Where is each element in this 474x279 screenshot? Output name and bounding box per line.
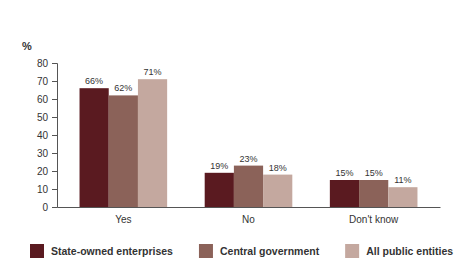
bar [359, 180, 388, 207]
bar [263, 175, 292, 207]
y-tick-mark [52, 63, 57, 64]
legend-item: Central government [199, 244, 320, 258]
legend-item: All public entities [345, 244, 453, 258]
x-tick-label: Don't know [349, 214, 399, 225]
x-axis: Yes No Don't know [58, 207, 441, 225]
data-label: 62% [114, 83, 132, 93]
y-tick-label: 10 [37, 184, 49, 195]
y-tick-mark [52, 153, 57, 154]
bar [138, 79, 167, 207]
bars [80, 79, 418, 207]
data-label: 23% [239, 154, 257, 164]
y-axis: 0 10 20 30 40 50 60 70 80 [37, 58, 58, 213]
y-axis-label: % [22, 40, 32, 52]
y-tick: 50 [37, 112, 57, 123]
bar [80, 88, 109, 207]
bar [234, 166, 263, 207]
y-axis-line [52, 64, 58, 208]
y-tick-label: 40 [37, 130, 49, 141]
y-tick-mark [52, 135, 57, 136]
bar [388, 187, 417, 207]
legend-swatch [199, 244, 213, 258]
data-label: 71% [144, 67, 162, 77]
legend-label: Central government [220, 245, 320, 257]
legend-swatch [345, 244, 359, 258]
y-tick-mark [52, 81, 57, 82]
data-label: 18% [269, 163, 287, 173]
y-tick-label: 80 [37, 58, 49, 69]
y-tick-mark [52, 207, 57, 208]
x-tick-label: Yes [115, 214, 131, 225]
x-tick: No [242, 207, 255, 225]
data-label: 15% [365, 168, 383, 178]
bar [109, 95, 138, 207]
data-label: 11% [394, 175, 411, 185]
legend-label: All public entities [366, 245, 453, 257]
y-tick: 70 [37, 76, 57, 87]
y-tick: 20 [37, 166, 57, 177]
bar [330, 180, 359, 207]
y-tick-label: 0 [42, 202, 48, 213]
data-labels: 66% 19% 15% 62% 23% 15% 71% 18% 11% [85, 67, 411, 185]
y-tick: 10 [37, 184, 57, 195]
y-tick-label: 30 [37, 148, 49, 159]
x-tick-label: No [242, 214, 255, 225]
data-label: 19% [210, 161, 228, 171]
y-tick-label: 70 [37, 76, 49, 87]
x-tick: Yes [115, 207, 131, 225]
y-tick: 0 [42, 202, 57, 213]
y-tick-mark [52, 117, 57, 118]
y-tick-label: 50 [37, 112, 49, 123]
y-tick: 60 [37, 94, 57, 105]
y-tick-label: 60 [37, 94, 49, 105]
x-tick: Don't know [349, 207, 399, 225]
y-tick: 40 [37, 130, 57, 141]
x-axis-line [58, 207, 441, 208]
legend-swatch [30, 244, 44, 258]
chart: 66% 19% 15% 62% 23% 15% 71% 18% 11% 0 10 20 30 40 50 60… [0, 0, 474, 279]
data-label: 15% [335, 168, 353, 178]
y-tick-mark [52, 171, 57, 172]
y-tick-label: 20 [37, 166, 49, 177]
legend: State-owned enterprises Central governmen… [30, 244, 453, 258]
y-tick: 30 [37, 148, 57, 159]
legend-item: State-owned enterprises [30, 244, 173, 258]
y-tick-mark [52, 189, 57, 190]
y-tick-mark [52, 99, 57, 100]
data-label: 66% [85, 76, 103, 86]
legend-label: State-owned enterprises [51, 245, 173, 257]
y-tick: 80 [37, 58, 57, 69]
bar [205, 173, 234, 207]
